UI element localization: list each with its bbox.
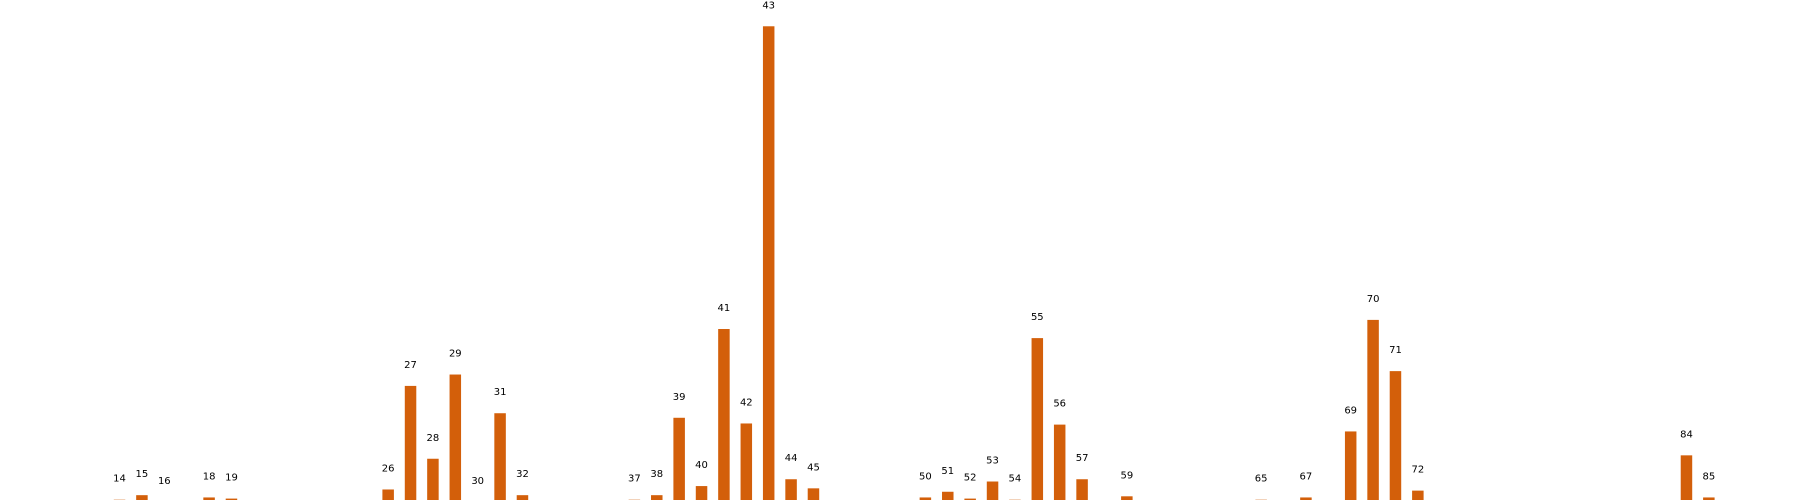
bar-27 — [404, 385, 417, 500]
bar-label-52: 52 — [964, 473, 977, 484]
bar-label-37: 37 — [628, 474, 641, 485]
bar-45 — [807, 488, 820, 500]
bar-15 — [136, 495, 148, 500]
bar-label-53: 53 — [986, 456, 999, 467]
bar-67 — [1300, 497, 1312, 500]
bar-70 — [1367, 319, 1379, 500]
bar-55 — [1031, 338, 1044, 500]
bar-label-70: 70 — [1367, 294, 1380, 305]
bar-32 — [516, 495, 529, 500]
bar-label-31: 31 — [494, 387, 507, 398]
bar-label-28: 28 — [427, 433, 440, 444]
bar-label-40: 40 — [695, 460, 708, 471]
bar-42 — [740, 423, 753, 500]
bar-label-57: 57 — [1076, 453, 1089, 464]
bar-31 — [494, 413, 506, 500]
bar-38 — [651, 495, 663, 500]
bar-label-84: 84 — [1680, 429, 1693, 440]
bar-label-41: 41 — [718, 303, 731, 314]
bar-52 — [964, 498, 976, 500]
bar-84 — [1680, 455, 1693, 500]
bar-26 — [382, 489, 394, 500]
bar-label-85: 85 — [1702, 471, 1715, 482]
bar-label-59: 59 — [1120, 470, 1133, 481]
bar-label-29: 29 — [449, 349, 462, 360]
bar-label-32: 32 — [516, 469, 529, 480]
bar-label-18: 18 — [203, 471, 216, 482]
bar-label-27: 27 — [404, 360, 417, 371]
bar-41 — [718, 329, 730, 500]
bar-44 — [785, 479, 797, 500]
bar-28 — [427, 458, 439, 500]
bar-label-51: 51 — [941, 466, 954, 477]
bar-51 — [942, 491, 954, 500]
bar-label-72: 72 — [1411, 465, 1424, 476]
bar-label-44: 44 — [785, 453, 798, 464]
bar-71 — [1389, 371, 1402, 500]
bar-label-15: 15 — [136, 469, 149, 480]
bar-label-67: 67 — [1300, 471, 1313, 482]
bar-19 — [225, 498, 238, 500]
bar-label-39: 39 — [673, 392, 686, 403]
bar-40 — [695, 486, 708, 500]
bar-label-65: 65 — [1255, 474, 1268, 485]
bar-label-50: 50 — [919, 471, 932, 482]
bar-label-42: 42 — [740, 397, 753, 408]
bar-18 — [203, 497, 215, 500]
labels-layer: 14 15 16 18 19 26 27 28 29 30 31 32 37 38 39 40 41 42 43 44… — [113, 0, 1715, 487]
bar-50 — [919, 497, 932, 500]
bar-56 — [1053, 424, 1066, 500]
bar-53 — [986, 481, 999, 500]
bar-label-45: 45 — [807, 462, 820, 473]
bars-layer — [113, 26, 1715, 500]
bar-label-71: 71 — [1389, 345, 1402, 356]
bar-label-14: 14 — [113, 474, 126, 485]
bar-label-38: 38 — [650, 469, 663, 480]
bar-label-30: 30 — [471, 476, 484, 487]
bar-label-16: 16 — [158, 476, 171, 487]
bar-label-54: 54 — [1009, 474, 1022, 485]
bar-label-26: 26 — [382, 463, 395, 474]
bar-label-69: 69 — [1344, 405, 1357, 416]
bar-69 — [1344, 431, 1357, 500]
bar-85 — [1703, 497, 1715, 500]
bar-43 — [762, 26, 775, 500]
bar-39 — [673, 417, 685, 500]
bar-label-19: 19 — [225, 473, 238, 484]
bar-label-55: 55 — [1031, 312, 1044, 323]
bar-label-56: 56 — [1053, 399, 1066, 410]
bar-label-43: 43 — [762, 0, 775, 11]
bar-59 — [1121, 496, 1133, 500]
bar-29 — [449, 374, 462, 500]
bar-57 — [1076, 479, 1088, 500]
bar-72 — [1412, 490, 1424, 500]
